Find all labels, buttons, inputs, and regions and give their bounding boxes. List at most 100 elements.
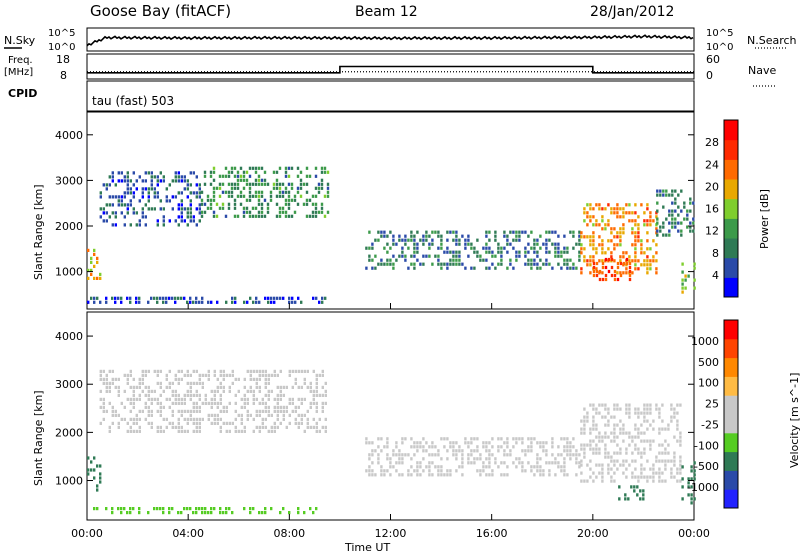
heatmap-cell: [610, 439, 613, 443]
heatmap-cell: [586, 215, 589, 219]
heatmap-cell: [560, 437, 563, 441]
heatmap-cell: [583, 447, 586, 451]
heatmap-cell: [261, 409, 264, 413]
heatmap-cell: [607, 423, 610, 427]
heatmap-cell: [673, 411, 676, 415]
heatmap-cell: [138, 219, 141, 223]
heatmap-cell: [248, 166, 252, 170]
heatmap-cell: [321, 296, 324, 300]
heatmap-cell: [159, 207, 162, 211]
heatmap-cell: [637, 427, 640, 431]
heatmap-cell: [96, 296, 99, 300]
heatmap-cell: [554, 242, 557, 246]
heatmap-cell: [105, 219, 108, 223]
heatmap-cell: [189, 409, 192, 413]
heatmap-cell: [479, 254, 482, 258]
heatmap-cell: [171, 207, 174, 211]
heatmap-cell: [404, 437, 407, 441]
heatmap-cell: [416, 242, 419, 246]
heatmap-cell: [180, 203, 183, 207]
heatmap-cell: [639, 497, 642, 501]
heatmap-cell: [401, 437, 404, 441]
heatmap-cell: [147, 191, 150, 195]
heatmap-cell: [637, 215, 640, 219]
heatmap-cell: [246, 417, 249, 421]
heatmap-cell: [449, 445, 452, 449]
heatmap-cell: [105, 187, 108, 191]
heatmap-cell: [586, 411, 589, 415]
heatmap-cell: [461, 262, 464, 266]
heatmap-cell: [201, 381, 204, 385]
heatmap-cell: [141, 179, 144, 183]
heatmap-cell: [267, 377, 270, 381]
heatmap-cell: [569, 445, 572, 449]
heatmap-cell: [690, 485, 693, 489]
heatmap-cell: [628, 211, 631, 215]
heatmap-cell: [401, 461, 404, 465]
heatmap-cell: [255, 377, 258, 381]
heatmap-cell: [686, 217, 689, 221]
heatmap-cell: [434, 445, 437, 449]
heatmap-cell: [219, 385, 222, 389]
x-tick-label: 12:00: [375, 527, 407, 540]
heatmap-cell: [273, 421, 276, 425]
heatmap-cell: [320, 166, 324, 170]
heatmap-cell: [634, 435, 637, 439]
heatmap-cell: [595, 411, 598, 415]
heatmap-cell: [189, 215, 192, 219]
heatmap-cell: [177, 296, 180, 300]
heatmap-cell: [661, 427, 664, 431]
heatmap-cell: [595, 475, 598, 479]
heatmap-cell: [216, 405, 219, 409]
heatmap-cell: [607, 455, 610, 459]
heatmap-cell: [449, 262, 452, 266]
heatmap-cell: [610, 211, 613, 215]
heatmap-cell: [156, 175, 159, 179]
heatmap-cell: [631, 475, 634, 479]
heatmap-cell: [228, 385, 231, 389]
heatmap-cell: [371, 242, 374, 246]
heatmap-cell: [314, 214, 318, 218]
heatmap-cell: [631, 243, 634, 247]
heatmap-cell: [449, 441, 452, 445]
heatmap-cell: [120, 507, 123, 511]
heatmap-cell: [252, 369, 255, 373]
heatmap-cell: [527, 445, 530, 449]
heatmap-cell: [613, 269, 617, 274]
heatmap-cell: [431, 445, 434, 449]
heatmap-cell: [240, 397, 243, 401]
heatmap-cell: [586, 463, 589, 467]
heatmap-cell: [485, 449, 488, 453]
heatmap-cell: [195, 381, 198, 385]
heatmap-cell: [114, 215, 117, 219]
heatmap-cell: [383, 230, 386, 234]
nsky-series-line: [86, 34, 694, 47]
heatmap-cell: [174, 219, 177, 223]
heatmap-cell: [276, 409, 279, 413]
colorbar-segment: [724, 218, 738, 239]
heatmap-cell: [619, 427, 622, 431]
heatmap-cell: [236, 214, 240, 218]
heatmap-cell: [580, 479, 583, 483]
heatmap-cell: [662, 205, 665, 209]
heatmap-cell: [153, 397, 156, 401]
heatmap-cell: [509, 230, 512, 234]
heatmap-cell: [613, 451, 616, 455]
heatmap-cell: [655, 231, 658, 235]
heatmap-cell: [201, 401, 204, 405]
heatmap-cell: [673, 415, 676, 419]
heatmap-cell: [93, 476, 96, 480]
heatmap-cell: [470, 242, 473, 246]
heatmap-cell: [153, 207, 156, 211]
heatmap-cell: [431, 473, 434, 477]
power-colorbar-label: Power [dB]: [758, 189, 771, 249]
heatmap-cell: [670, 467, 673, 471]
heatmap-cell: [530, 441, 533, 445]
heatmap-cell: [616, 211, 619, 215]
heatmap-cell: [628, 403, 631, 407]
heatmap-cell: [673, 459, 676, 463]
heatmap-cell: [305, 166, 309, 170]
heatmap-cell: [686, 213, 689, 217]
heatmap-cell: [646, 247, 649, 251]
